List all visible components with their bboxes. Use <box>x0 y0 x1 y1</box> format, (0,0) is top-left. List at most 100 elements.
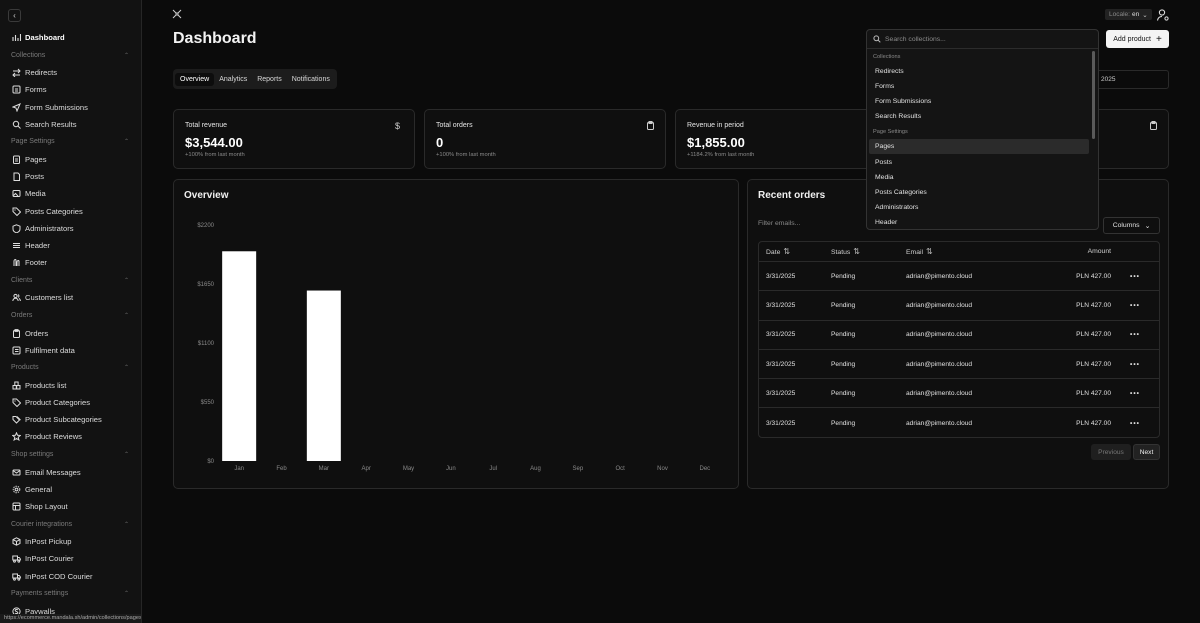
sidebar-item-media[interactable]: Media <box>0 185 141 202</box>
sidebar-group-collections[interactable]: Collections ⌃ <box>0 46 141 64</box>
sidebar-item-administrators[interactable]: Administrators <box>0 220 141 237</box>
sidebar-group-shop-settings[interactable]: Shop settings ⌃ <box>0 446 141 464</box>
sidebar-item-label: InPost Courier <box>25 554 74 564</box>
bar-jan[interactable] <box>222 251 257 461</box>
sidebar-item-footer[interactable]: Footer <box>0 254 141 271</box>
sidebar-item-inpost-courier[interactable]: InPost Courier <box>0 550 141 567</box>
header-date[interactable]: Date ⇅ <box>759 247 831 256</box>
locale-select[interactable]: Locale: en ⌄ <box>1105 9 1152 20</box>
sidebar-item-inpost-pickup[interactable]: InPost Pickup <box>0 533 141 550</box>
command-item-posts-categories[interactable]: Posts Categories <box>875 188 927 196</box>
tab-notifications[interactable]: Notifications <box>291 75 330 83</box>
sidebar-item-product-subcategories[interactable]: Product Subcategories <box>0 411 141 428</box>
table-row[interactable]: 3/31/2025 Pending adrian@pimento.cloud PLN … <box>759 350 1159 380</box>
cell-status: Pending <box>831 419 856 427</box>
sidebar-group-label: Orders <box>11 311 33 319</box>
sidebar-group-products[interactable]: Products ⌃ <box>0 359 141 377</box>
command-item-header[interactable]: Header <box>875 218 898 226</box>
sidebar-item-posts[interactable]: Posts <box>0 168 141 185</box>
sidebar-item-dashboard[interactable]: Dashboard <box>0 29 141 46</box>
tab-overview[interactable]: Overview <box>175 72 215 86</box>
table-row[interactable]: 3/31/2025 Pending adrian@pimento.cloud PLN … <box>759 408 1159 437</box>
sidebar-group-orders[interactable]: Orders ⌃ <box>0 306 141 324</box>
cell-status: Pending <box>831 331 856 339</box>
sidebar-item-product-reviews[interactable]: Product Reviews <box>0 428 141 445</box>
sidebar-item-label: Search Results <box>25 119 77 129</box>
sidebar-item-email-messages[interactable]: Email Messages <box>0 464 141 481</box>
sidebar-item-search-results[interactable]: Search Results <box>0 116 141 133</box>
sidebar-item-redirects[interactable]: Redirects <box>0 64 141 81</box>
x-tick-label: Apr <box>361 466 370 472</box>
sidebar-item-label: Product Categories <box>25 398 91 408</box>
x-tick-label: Sep <box>572 466 583 472</box>
header-email[interactable]: Email ⇅ <box>906 247 1016 256</box>
user-shield-icon <box>11 223 21 233</box>
logo-icon[interactable] <box>172 9 182 19</box>
header-status[interactable]: Status ⇅ <box>831 247 906 256</box>
command-item-administrators[interactable]: Administrators <box>875 203 919 211</box>
sidebar-item-label: Customers list <box>25 293 74 303</box>
locale-label: Locale: <box>1109 11 1130 18</box>
stat-label: Total orders <box>436 122 473 129</box>
sidebar-group-courier-integrations[interactable]: Courier integrations ⌃ <box>0 515 141 533</box>
sidebar-item-shop-layout[interactable]: Shop Layout <box>0 498 141 515</box>
x-tick-label: Oct <box>615 466 625 472</box>
sidebar-item-header[interactable]: Header <box>0 237 141 254</box>
sidebar-item-general[interactable]: General <box>0 481 141 498</box>
tab-reports[interactable]: Reports <box>257 75 282 83</box>
sidebar-item-product-categories[interactable]: Product Categories <box>0 394 141 411</box>
sidebar-item-posts-categories[interactable]: Posts Categories <box>0 203 141 220</box>
user-settings-icon[interactable] <box>1156 8 1170 22</box>
sidebar-item-products-list[interactable]: Products list <box>0 377 141 394</box>
table-row[interactable]: 3/31/2025 Pending adrian@pimento.cloud PLN … <box>759 262 1159 292</box>
date-range-picker[interactable]: 2025 <box>1095 70 1169 89</box>
command-item-form-submissions[interactable]: Form Submissions <box>875 98 932 106</box>
chevron-up-icon: ⌃ <box>123 365 129 372</box>
sidebar-item-orders[interactable]: Orders <box>0 324 141 341</box>
sidebar-group-label: Collections <box>11 51 46 59</box>
filter-emails-input[interactable]: Filter emails... <box>758 220 801 227</box>
search-collections-input[interactable]: Search collections... <box>867 30 1098 49</box>
next-button[interactable]: Next <box>1133 444 1160 460</box>
previous-button[interactable]: Previous <box>1091 444 1131 460</box>
dropdown-scrollbar[interactable] <box>1092 51 1095 139</box>
list-icon <box>11 345 21 355</box>
table-row[interactable]: 3/31/2025 Pending adrian@pimento.cloud PLN … <box>759 321 1159 350</box>
x-tick-label: Dec <box>699 466 710 472</box>
sidebar-item-pages[interactable]: Pages <box>0 151 141 168</box>
y-tick-label: $1100 <box>198 341 215 347</box>
chevron-up-icon: ⌃ <box>123 312 129 319</box>
sidebar-item-form-submissions[interactable]: Form Submissions <box>0 99 141 116</box>
tab-analytics[interactable]: Analytics <box>219 75 248 83</box>
bar-mar[interactable] <box>306 290 341 461</box>
command-item-forms[interactable]: Forms <box>875 83 895 91</box>
more-actions-icon[interactable]: ••• <box>1130 331 1140 339</box>
columns-button[interactable]: Columns ⌄ <box>1103 217 1160 234</box>
sidebar-item-label: Dashboard <box>25 33 65 43</box>
date-range-text: 2025 <box>1101 76 1116 83</box>
command-item-media[interactable]: Media <box>875 173 894 181</box>
more-actions-icon[interactable]: ••• <box>1130 389 1140 397</box>
table-row[interactable]: 3/31/2025 Pending adrian@pimento.cloud PLN … <box>759 291 1159 321</box>
sidebar-item-fulfilment-data[interactable]: Fulfilment data <box>0 342 141 359</box>
command-item-posts[interactable]: Posts <box>875 158 892 166</box>
clipboard-icon <box>11 328 21 338</box>
sidebar-group-clients[interactable]: Clients ⌃ <box>0 271 141 289</box>
more-actions-icon[interactable]: ••• <box>1130 360 1140 368</box>
sidebar-item-inpost-cod-courier[interactable]: InPost COD Courier <box>0 568 141 585</box>
command-item-pages[interactable]: Pages <box>869 139 1089 155</box>
sidebar-group-page-settings[interactable]: Page Settings ⌃ <box>0 133 141 151</box>
sidebar-collapse-button[interactable]: ‹ <box>8 9 21 22</box>
table-row[interactable]: 3/31/2025 Pending adrian@pimento.cloud PLN … <box>759 379 1159 409</box>
more-actions-icon[interactable]: ••• <box>1130 419 1140 427</box>
table-header: Date ⇅ Status ⇅ Email ⇅ Amount <box>759 242 1159 262</box>
y-tick-label: $550 <box>201 400 215 406</box>
add-product-button[interactable]: Add product + <box>1106 30 1169 48</box>
sidebar-item-customers-list[interactable]: Customers list <box>0 289 141 306</box>
more-actions-icon[interactable]: ••• <box>1130 272 1140 280</box>
command-item-search-results[interactable]: Search Results <box>875 113 922 121</box>
sidebar-group-payments-settings[interactable]: Payments settings ⌃ <box>0 585 141 603</box>
more-actions-icon[interactable]: ••• <box>1130 301 1140 309</box>
command-item-redirects[interactable]: Redirects <box>875 68 904 76</box>
sidebar-item-forms[interactable]: Forms <box>0 81 141 98</box>
